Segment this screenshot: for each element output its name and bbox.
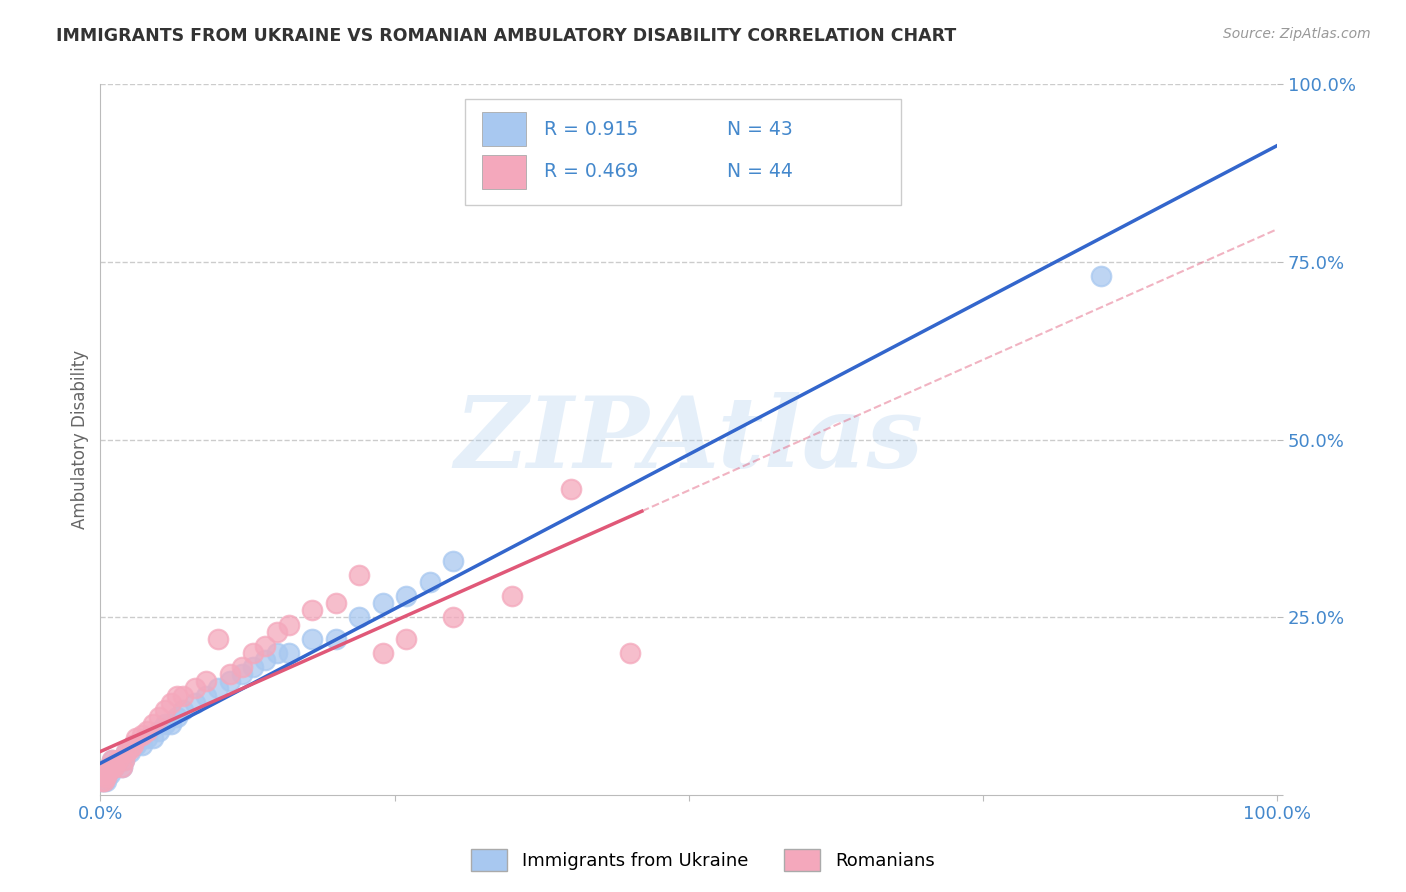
Text: N = 43: N = 43	[727, 120, 793, 139]
Point	[115, 746, 138, 760]
Point	[91, 766, 114, 780]
Point	[166, 710, 188, 724]
Point	[122, 739, 145, 753]
Point	[619, 646, 641, 660]
Text: N = 44: N = 44	[727, 162, 793, 181]
Point	[419, 574, 441, 589]
Point	[131, 739, 153, 753]
Point	[100, 759, 122, 773]
Point	[266, 624, 288, 639]
Point	[96, 766, 118, 780]
Point	[160, 696, 183, 710]
Point	[325, 596, 347, 610]
Point	[124, 739, 146, 753]
Point	[371, 646, 394, 660]
Point	[93, 773, 115, 788]
Point	[122, 739, 145, 753]
Point	[98, 766, 121, 780]
Point	[101, 752, 124, 766]
Y-axis label: Ambulatory Disability: Ambulatory Disability	[72, 351, 89, 529]
Point	[110, 759, 132, 773]
Point	[254, 653, 277, 667]
Point	[166, 689, 188, 703]
Point	[231, 660, 253, 674]
Point	[93, 773, 115, 788]
Point	[148, 710, 170, 724]
Point	[183, 696, 205, 710]
Point	[172, 689, 194, 703]
Point	[266, 646, 288, 660]
Point	[91, 766, 114, 780]
Point	[207, 632, 229, 646]
FancyBboxPatch shape	[482, 155, 526, 189]
Point	[560, 483, 582, 497]
Point	[218, 674, 240, 689]
Point	[301, 632, 323, 646]
Point	[153, 703, 176, 717]
Point	[103, 759, 125, 773]
Point	[277, 617, 299, 632]
Point	[136, 724, 159, 739]
Point	[160, 717, 183, 731]
Point	[112, 752, 135, 766]
FancyBboxPatch shape	[465, 99, 901, 205]
Point	[231, 667, 253, 681]
Point	[96, 773, 118, 788]
Point	[98, 763, 121, 777]
Point	[242, 660, 264, 674]
Point	[183, 681, 205, 696]
Point	[301, 603, 323, 617]
Point	[112, 752, 135, 766]
Point	[277, 646, 299, 660]
Point	[501, 589, 523, 603]
Text: Source: ZipAtlas.com: Source: ZipAtlas.com	[1223, 27, 1371, 41]
Point	[349, 610, 371, 624]
Text: R = 0.469: R = 0.469	[544, 162, 638, 181]
Point	[90, 773, 112, 788]
Legend: Immigrants from Ukraine, Romanians: Immigrants from Ukraine, Romanians	[464, 842, 942, 879]
Point	[97, 759, 120, 773]
Point	[153, 717, 176, 731]
Point	[371, 596, 394, 610]
Point	[96, 770, 118, 784]
Point	[325, 632, 347, 646]
Point	[254, 639, 277, 653]
Text: IMMIGRANTS FROM UKRAINE VS ROMANIAN AMBULATORY DISABILITY CORRELATION CHART: IMMIGRANTS FROM UKRAINE VS ROMANIAN AMBU…	[56, 27, 956, 45]
Point	[103, 759, 125, 773]
Point	[131, 728, 153, 742]
Point	[207, 681, 229, 696]
Point	[110, 759, 132, 773]
Point	[195, 674, 218, 689]
Point	[242, 646, 264, 660]
Point	[218, 667, 240, 681]
Point	[349, 567, 371, 582]
Point	[118, 742, 141, 756]
Point	[100, 759, 122, 773]
Point	[142, 717, 165, 731]
Point	[395, 589, 418, 603]
Point	[94, 766, 117, 780]
Point	[118, 746, 141, 760]
Point	[1090, 269, 1112, 284]
Point	[172, 703, 194, 717]
Point	[115, 746, 138, 760]
Point	[443, 610, 465, 624]
Point	[443, 553, 465, 567]
Point	[148, 724, 170, 739]
Point	[124, 731, 146, 746]
Point	[90, 773, 112, 788]
Point	[136, 731, 159, 746]
Point	[195, 689, 218, 703]
Point	[107, 752, 129, 766]
Point	[101, 752, 124, 766]
Text: R = 0.915: R = 0.915	[544, 120, 638, 139]
Point	[94, 766, 117, 780]
FancyBboxPatch shape	[482, 112, 526, 146]
Point	[107, 752, 129, 766]
Point	[142, 731, 165, 746]
Point	[395, 632, 418, 646]
Point	[97, 759, 120, 773]
Point	[96, 763, 118, 777]
Text: ZIPAtlas: ZIPAtlas	[454, 392, 924, 488]
